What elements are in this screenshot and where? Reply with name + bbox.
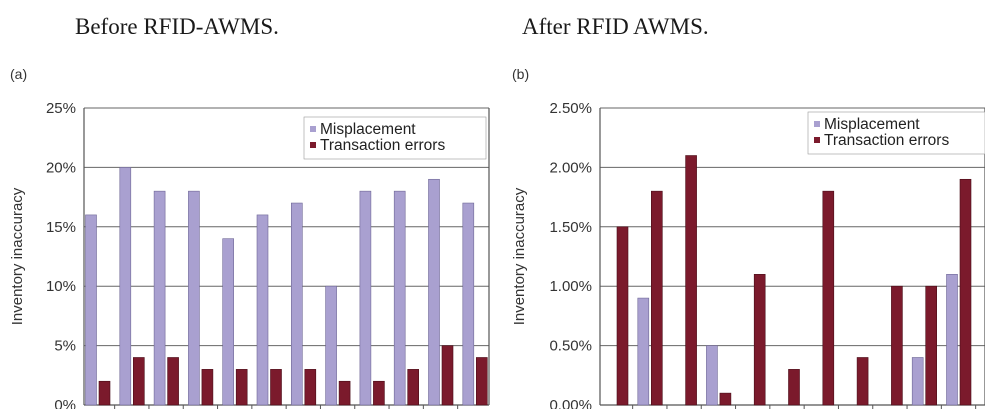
bar-misplacement — [706, 345, 718, 406]
y-axis-label: Inventory inaccuracy — [511, 187, 528, 325]
bar-misplacement — [153, 190, 166, 406]
y-tick-label: 25% — [46, 100, 76, 117]
y-tick-label: 0.50% — [549, 338, 592, 355]
bar-transaction-errors — [338, 380, 351, 406]
bar-misplacement — [188, 190, 200, 406]
bar-misplacement — [393, 190, 406, 406]
legend-swatch — [310, 142, 316, 148]
legend-swatch — [310, 126, 316, 132]
bar-misplacement — [637, 297, 650, 406]
bar-misplacement — [359, 190, 372, 406]
legend-box — [303, 116, 487, 160]
panel-label-b: (b) — [512, 66, 530, 82]
bar-transaction-errors — [685, 155, 697, 406]
bar-transaction-errors — [891, 285, 903, 406]
bar-misplacement — [256, 214, 269, 406]
bar-transaction-errors — [98, 380, 111, 406]
bar-transaction-errors — [441, 345, 454, 406]
legend-label: Misplacement — [320, 121, 416, 138]
bar-misplacement — [325, 285, 337, 406]
y-tick-label: 5% — [54, 338, 76, 355]
chart-b: 0.00% 0.50% 1.00% 1.50% 2.00% 2.50% Inventory … — [511, 100, 985, 409]
bar-misplacement — [290, 202, 303, 406]
bar-transaction-errors — [788, 369, 800, 406]
y-tick-label: 15% — [46, 219, 76, 236]
bar-transaction-errors — [235, 369, 248, 406]
legend-label: Transaction errors — [824, 132, 949, 149]
bar-transaction-errors — [270, 369, 282, 406]
legend-label: Transaction errors — [320, 137, 445, 154]
y-tick-label: 0% — [54, 397, 76, 409]
bar-misplacement — [119, 167, 132, 406]
legend-swatch — [814, 137, 820, 143]
bar-transaction-errors — [475, 357, 488, 406]
legend-box — [807, 111, 985, 155]
y-axis-label: Inventory inaccuracy — [9, 187, 26, 325]
bar-misplacement — [911, 357, 924, 406]
bar-misplacement — [462, 202, 475, 406]
bar-misplacement — [222, 238, 234, 406]
bar-transaction-errors — [856, 357, 869, 406]
bar-transaction-errors — [719, 392, 732, 406]
bar-misplacement — [85, 214, 97, 406]
bar-transaction-errors — [650, 190, 663, 406]
y-tick-label: 1.50% — [549, 219, 592, 236]
bar-transaction-errors — [753, 274, 766, 406]
y-tick-label: 0.00% — [549, 397, 592, 409]
bar-transaction-errors — [201, 369, 214, 406]
y-tick-label: 10% — [46, 278, 76, 295]
chart-a: 0% 5% 10% 15% 20% 25% Inventory inaccuracy Misp… — [9, 100, 490, 409]
bar-transaction-errors — [407, 369, 420, 406]
bar-transaction-errors — [167, 357, 179, 406]
bar-misplacement — [428, 178, 440, 406]
legend-swatch — [814, 121, 820, 127]
caption-after: After RFID AWMS. — [522, 14, 709, 39]
legend-label: Misplacement — [824, 116, 920, 133]
y-tick-label: 20% — [46, 159, 76, 176]
y-tick-label: 1.00% — [549, 278, 592, 295]
caption-before: Before RFID-AWMS. — [75, 14, 279, 39]
bar-transaction-errors — [133, 357, 145, 406]
bar-transaction-errors — [616, 226, 629, 406]
bar-transaction-errors — [304, 369, 317, 406]
bar-transaction-errors — [925, 285, 938, 406]
bar-misplacement — [946, 274, 958, 406]
panel-label-a: (a) — [10, 66, 28, 82]
y-tick-label: 2.50% — [549, 100, 592, 117]
bar-transaction-errors — [822, 190, 835, 406]
y-tick-label: 2.00% — [549, 159, 592, 176]
bar-transaction-errors — [373, 380, 385, 406]
bar-transaction-errors — [959, 178, 972, 406]
